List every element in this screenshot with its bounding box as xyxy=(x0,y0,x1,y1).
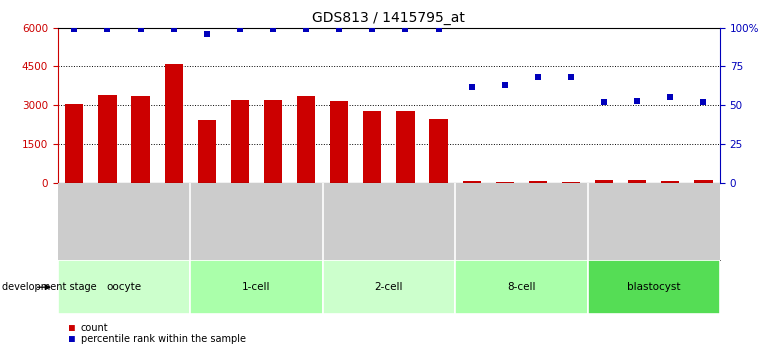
Point xyxy=(698,99,710,105)
Text: 2-cell: 2-cell xyxy=(374,282,403,292)
Point xyxy=(135,26,147,32)
Text: ■: ■ xyxy=(69,324,75,333)
Bar xyxy=(496,181,514,183)
Point xyxy=(598,99,611,105)
Point xyxy=(400,26,412,32)
Bar xyxy=(588,260,720,314)
Bar xyxy=(628,180,646,183)
Bar xyxy=(595,180,613,183)
Point xyxy=(68,26,81,32)
Point xyxy=(333,26,346,32)
Bar xyxy=(231,99,249,183)
Text: 8-cell: 8-cell xyxy=(507,282,536,292)
Bar xyxy=(330,101,348,183)
Bar xyxy=(132,96,149,183)
Text: ■: ■ xyxy=(69,334,75,344)
Text: count: count xyxy=(81,324,109,333)
Text: blastocyst: blastocyst xyxy=(627,282,681,292)
Point xyxy=(300,26,313,32)
Point xyxy=(168,26,180,32)
Bar xyxy=(562,182,580,183)
Point xyxy=(367,26,379,32)
Point xyxy=(433,26,445,32)
Point xyxy=(267,26,280,32)
Point xyxy=(234,26,246,32)
Point xyxy=(664,95,677,100)
Bar xyxy=(455,260,588,314)
Point xyxy=(631,98,644,104)
Bar xyxy=(323,260,455,314)
Bar xyxy=(264,100,282,183)
Bar xyxy=(99,95,116,183)
Bar xyxy=(397,111,414,183)
Bar xyxy=(165,64,182,183)
Point xyxy=(499,82,511,88)
Bar xyxy=(190,260,323,314)
Text: 1-cell: 1-cell xyxy=(242,282,271,292)
Bar xyxy=(695,180,712,183)
Bar xyxy=(297,96,315,183)
Bar xyxy=(463,181,480,183)
Bar xyxy=(198,120,216,183)
Bar xyxy=(58,260,190,314)
Bar xyxy=(529,180,547,183)
Text: percentile rank within the sample: percentile rank within the sample xyxy=(81,334,246,344)
Point xyxy=(531,75,544,80)
Point xyxy=(200,31,213,37)
Text: development stage: development stage xyxy=(2,282,96,292)
Text: oocyte: oocyte xyxy=(106,282,142,292)
Bar xyxy=(65,104,83,183)
Point xyxy=(102,26,114,32)
Point xyxy=(565,75,578,80)
Point xyxy=(465,84,477,89)
Bar xyxy=(363,111,381,183)
Title: GDS813 / 1415795_at: GDS813 / 1415795_at xyxy=(313,11,465,25)
Bar xyxy=(430,119,447,183)
Bar xyxy=(661,180,679,183)
